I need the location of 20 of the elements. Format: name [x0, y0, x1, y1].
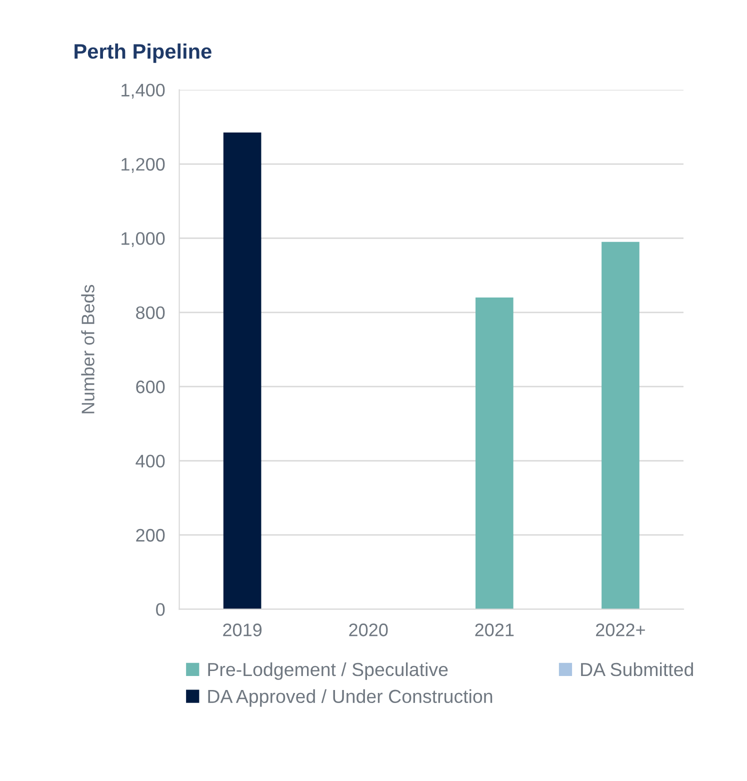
y-tick-label: 1,200 — [122, 158, 165, 173]
bar — [476, 298, 514, 610]
y-tick-label: 1,000 — [122, 232, 165, 248]
legend-label: Pre-Lodgement / Speculative — [208, 662, 448, 680]
x-tick-label: 2022+ — [596, 624, 645, 636]
legend-label: DA Submitted — [581, 662, 693, 676]
bar — [602, 242, 640, 610]
y-tick-label: 800 — [136, 306, 165, 320]
legend-label: DA Approved / Under Construction — [208, 689, 492, 707]
y-tick-label: 0 — [156, 603, 165, 616]
y-axis-title: Number of Beds — [81, 284, 94, 414]
y-tick-label: 200 — [136, 528, 165, 542]
x-tick-label: 2020 — [349, 624, 388, 636]
x-tick-label: 2019 — [223, 624, 262, 636]
chart-title: Perth Pipeline — [74, 43, 212, 63]
y-tick-label: 600 — [136, 380, 165, 394]
y-tick-label: 1,400 — [122, 84, 165, 99]
bar — [223, 132, 262, 610]
x-tick-label: 2021 — [475, 624, 514, 636]
y-tick-label: 400 — [136, 454, 165, 468]
